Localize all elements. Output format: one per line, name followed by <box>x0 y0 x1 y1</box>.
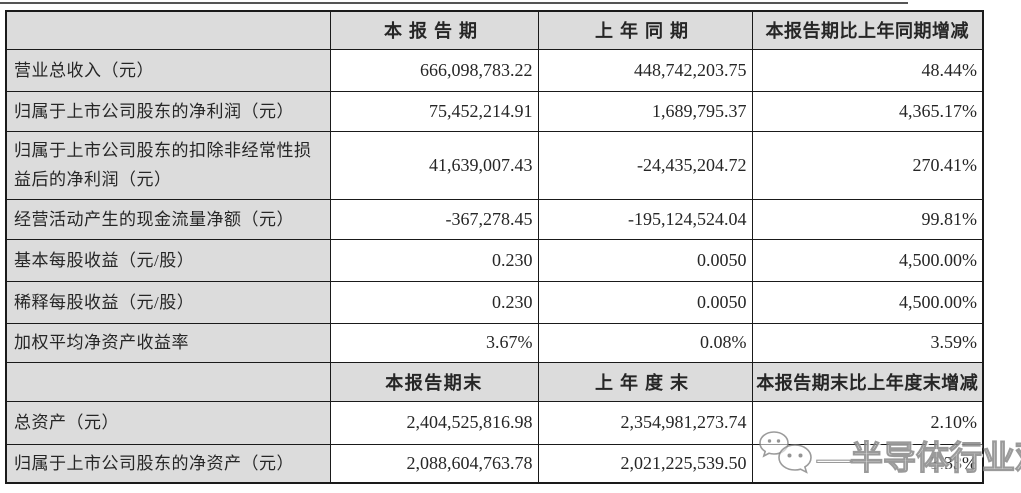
cell-current: 75,452,214.91 <box>329 90 539 132</box>
financial-summary-table: 本报告期 上年同期 本报告期比上年同期增减 营业总收入（元） 666,098,7… <box>5 10 984 484</box>
header-prior-period: 上年同期 <box>537 10 753 50</box>
cell-prior: 1,689,795.37 <box>537 90 753 132</box>
top-rule-line <box>0 2 908 4</box>
table-row: 归属于上市公司股东的净利润（元） 75,452,214.91 1,689,795… <box>5 90 984 132</box>
table-row: 经营活动产生的现金流量净额（元） -367,278.45 -195,124,52… <box>5 198 984 240</box>
cell-current: 3.67% <box>329 322 539 363</box>
row-label: 归属于上市公司股东的扣除非经常性损益后的净利润（元） <box>5 130 331 200</box>
row-label: 稀释每股收益（元/股） <box>5 280 331 324</box>
cell-change: 3.59% <box>751 322 984 363</box>
row-label: 总资产（元） <box>5 400 331 445</box>
cell-current: 2,088,604,763.78 <box>329 443 539 484</box>
header-prior-year-end: 上年度末 <box>537 361 753 402</box>
header-row-period-end: 本报告期末 上年度末 本报告期末比上年度末增减 <box>5 361 984 402</box>
cell-change: 48.44% <box>751 48 984 92</box>
header-empty-cell <box>5 10 331 50</box>
table-row: 归属于上市公司股东的扣除非经常性损益后的净利润（元） 41,639,007.43… <box>5 130 984 200</box>
header-period-end-change: 本报告期末比上年度末增减 <box>751 361 984 402</box>
cell-current: 2,404,525,816.98 <box>329 400 539 445</box>
row-label: 营业总收入（元） <box>5 48 331 92</box>
cell-prior: 448,742,203.75 <box>537 48 753 92</box>
cell-change: 4,500.00% <box>751 238 984 282</box>
row-label: 归属于上市公司股东的净资产（元） <box>5 443 331 484</box>
cell-change: 4,365.17% <box>751 90 984 132</box>
cell-current: 41,639,007.43 <box>329 130 539 200</box>
cell-prior: -24,435,204.72 <box>537 130 753 200</box>
cell-current: -367,278.45 <box>329 198 539 240</box>
cell-change: 2.10% <box>751 400 984 445</box>
table-row: 加权平均净资产收益率 3.67% 0.08% 3.59% <box>5 322 984 363</box>
cell-current: 0.230 <box>329 280 539 324</box>
cell-prior: 2,021,225,539.50 <box>537 443 753 484</box>
cell-change: 4,500.00% <box>751 280 984 324</box>
header-period-change: 本报告期比上年同期增减 <box>751 10 984 50</box>
header-row-period: 本报告期 上年同期 本报告期比上年同期增减 <box>5 10 984 50</box>
cell-change: 3.33% <box>751 443 984 484</box>
cell-prior: 2,354,981,273.74 <box>537 400 753 445</box>
header-empty-cell <box>5 361 331 402</box>
table-row: 归属于上市公司股东的净资产（元） 2,088,604,763.78 2,021,… <box>5 443 984 484</box>
cell-prior: 0.0050 <box>537 280 753 324</box>
table-row: 稀释每股收益（元/股） 0.230 0.0050 4,500.00% <box>5 280 984 324</box>
table-row: 营业总收入（元） 666,098,783.22 448,742,203.75 4… <box>5 48 984 92</box>
row-label: 加权平均净资产收益率 <box>5 322 331 363</box>
cell-change: 99.81% <box>751 198 984 240</box>
row-label: 归属于上市公司股东的净利润（元） <box>5 90 331 132</box>
table-row: 基本每股收益（元/股） 0.230 0.0050 4,500.00% <box>5 238 984 282</box>
row-label: 经营活动产生的现金流量净额（元） <box>5 198 331 240</box>
cell-current: 0.230 <box>329 238 539 282</box>
cell-prior: -195,124,524.04 <box>537 198 753 240</box>
row-label: 基本每股收益（元/股） <box>5 238 331 282</box>
cell-current: 666,098,783.22 <box>329 48 539 92</box>
table-row: 总资产（元） 2,404,525,816.98 2,354,981,273.74… <box>5 400 984 445</box>
cell-change: 270.41% <box>751 130 984 200</box>
header-current-period: 本报告期 <box>329 10 539 50</box>
header-current-period-end: 本报告期末 <box>329 361 539 402</box>
cell-prior: 0.0050 <box>537 238 753 282</box>
cell-prior: 0.08% <box>537 322 753 363</box>
